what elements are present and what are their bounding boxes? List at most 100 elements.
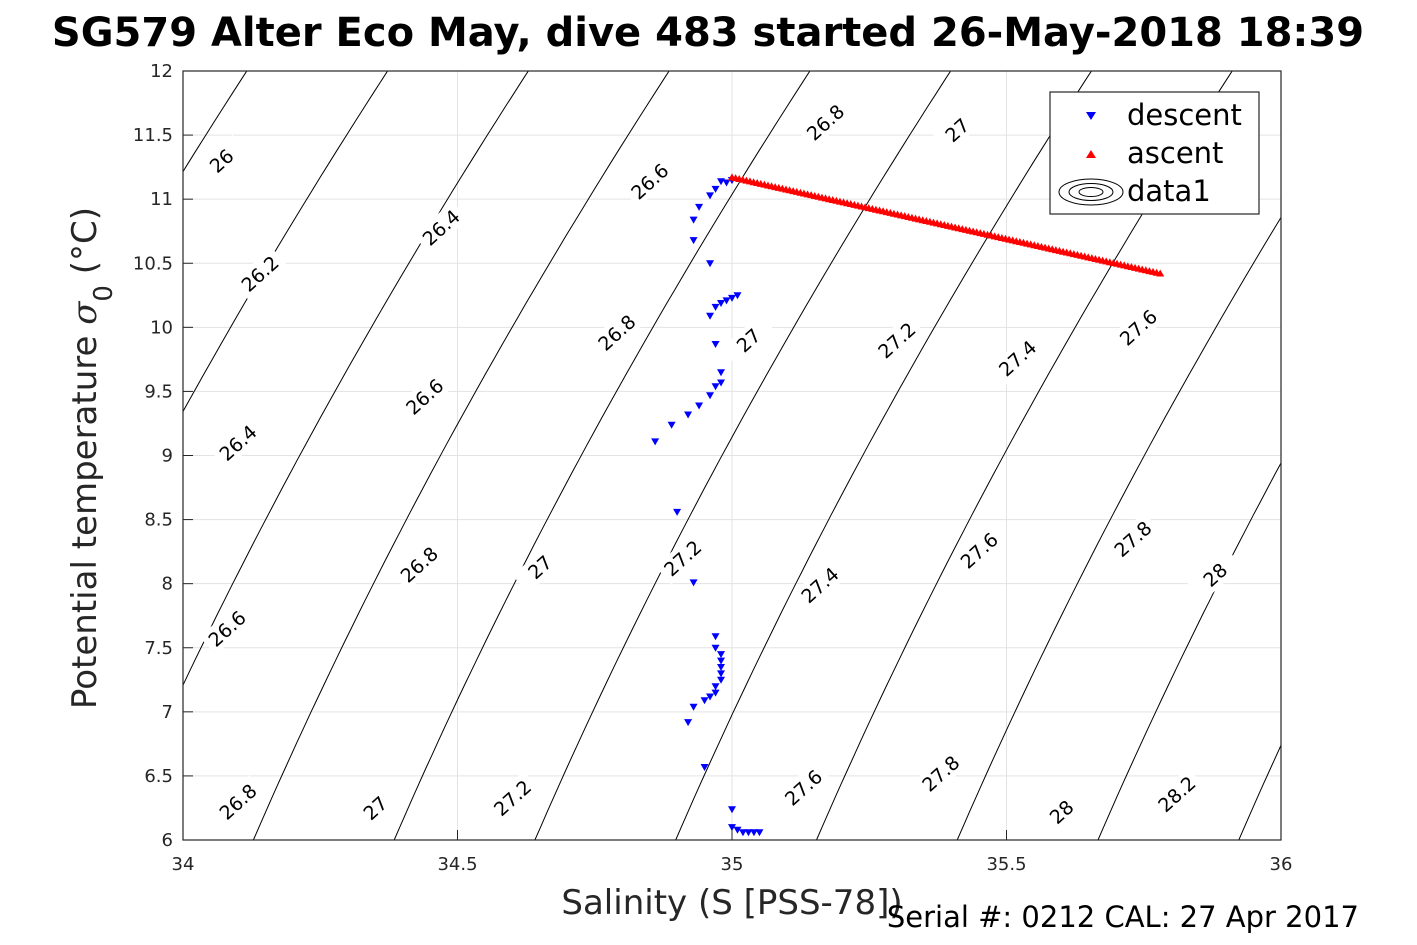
descent-point bbox=[711, 633, 720, 641]
y-tick-label: 6 bbox=[162, 830, 173, 851]
descent-point bbox=[700, 697, 709, 705]
legend-descent-label: descent bbox=[1127, 98, 1242, 132]
isopycnal-28 bbox=[956, 216, 1281, 840]
tick-marks bbox=[182, 70, 1282, 841]
contour-label-background bbox=[951, 524, 1007, 577]
contour-label-background bbox=[929, 103, 985, 157]
isopycnal-26.8 bbox=[183, 71, 529, 687]
descent-point bbox=[755, 829, 764, 837]
descent-point bbox=[717, 651, 726, 659]
descent-point bbox=[717, 657, 726, 665]
contour-label-background bbox=[792, 558, 848, 612]
contour-label-background bbox=[655, 531, 710, 585]
contour-label-background bbox=[869, 313, 925, 367]
descent-point bbox=[717, 670, 726, 678]
descent-point bbox=[695, 402, 704, 410]
descent-point bbox=[706, 693, 715, 701]
descent-point bbox=[651, 438, 660, 446]
descent-point bbox=[711, 303, 720, 311]
isopycnal-26.6 bbox=[183, 71, 389, 413]
descent-point bbox=[717, 663, 726, 671]
descent-point bbox=[684, 411, 693, 419]
descent-point bbox=[706, 312, 715, 320]
descent-point bbox=[728, 824, 736, 832]
descent-point bbox=[673, 508, 682, 516]
y-tick-label: 7 bbox=[162, 702, 173, 723]
y-tick-label: 6.5 bbox=[144, 766, 173, 787]
y-axis-label: Potential temperature σ0 (°C) bbox=[65, 207, 119, 709]
descent-point bbox=[717, 369, 726, 377]
descent-point bbox=[667, 421, 676, 429]
descent-point bbox=[711, 185, 720, 193]
y-tick-label: 10.5 bbox=[133, 253, 173, 274]
descent-point bbox=[695, 203, 704, 211]
legend: descent ascent data1 bbox=[1049, 91, 1260, 215]
contour-label-background bbox=[199, 602, 255, 655]
y-tick-label: 10 bbox=[150, 317, 173, 338]
descent-point bbox=[738, 829, 747, 837]
isopycnal-27.2 bbox=[393, 71, 811, 840]
legend-contour-marker bbox=[1058, 178, 1124, 206]
x-axis-label: Salinity (S [PSS-78]) bbox=[561, 883, 902, 923]
descent-point bbox=[717, 676, 726, 684]
descent-point bbox=[733, 826, 742, 834]
legend-box bbox=[1049, 91, 1260, 215]
y-tick-labels: 6 6.5 7 7.5 8 8.5 9 9.5 10 10.5 11 11.5 12 bbox=[133, 61, 173, 851]
ascent-point bbox=[1156, 269, 1165, 277]
descent-point bbox=[684, 719, 693, 727]
contour-label-background bbox=[990, 331, 1045, 385]
contour-label-background bbox=[485, 771, 540, 825]
x-tick-labels: 34 34.5 35 35.5 36 bbox=[172, 854, 1293, 875]
contour-label-background bbox=[391, 538, 447, 591]
contour-label-background bbox=[721, 313, 776, 367]
serial-calibration-note: Serial #: 0212 CAL: 27 Apr 2017 bbox=[887, 900, 1359, 934]
descent-point bbox=[728, 806, 736, 814]
grid-lines bbox=[182, 70, 1282, 841]
descent-point bbox=[717, 379, 726, 387]
descent-point bbox=[728, 294, 736, 302]
descent-point bbox=[711, 340, 720, 348]
descent-point bbox=[717, 178, 726, 186]
x-tick-label: 34 bbox=[172, 854, 195, 875]
descent-point bbox=[700, 763, 709, 771]
descent-point bbox=[717, 299, 726, 307]
contour-label-background bbox=[797, 95, 853, 149]
x-tick-label: 34.5 bbox=[437, 854, 477, 875]
ascent-series bbox=[728, 173, 1165, 277]
contour-label-background bbox=[194, 134, 249, 188]
descent-point bbox=[711, 383, 720, 391]
contour-label-background bbox=[1187, 548, 1243, 602]
descent-point bbox=[722, 179, 731, 187]
contour-label-background bbox=[913, 747, 968, 800]
y-tick-label: 7.5 bbox=[144, 638, 173, 659]
contour-label-background bbox=[210, 416, 266, 469]
y-tick-label: 11.5 bbox=[133, 125, 173, 146]
y-tick-label: 9 bbox=[162, 446, 173, 467]
contour-label-background bbox=[1149, 767, 1205, 821]
contour-label-background bbox=[1105, 512, 1161, 566]
isopycnal-27.4 bbox=[534, 71, 952, 840]
contour-label-background bbox=[622, 154, 678, 208]
descent-point bbox=[733, 292, 742, 300]
descent-point bbox=[706, 260, 715, 268]
contour-label-background bbox=[397, 370, 452, 423]
descent-point bbox=[711, 689, 720, 697]
descent-point bbox=[722, 297, 731, 305]
contour-label-background bbox=[210, 775, 266, 828]
legend-ascent-label: ascent bbox=[1127, 136, 1223, 170]
legend-ascent-marker bbox=[1086, 150, 1096, 158]
y-tick-label: 9.5 bbox=[144, 381, 173, 402]
y-tick-label: 8 bbox=[162, 574, 173, 595]
descent-point bbox=[689, 237, 698, 245]
contour-label-background bbox=[1110, 301, 1166, 354]
contour-label-background bbox=[589, 306, 645, 359]
y-axis-label-sigma: σ bbox=[65, 301, 105, 325]
isopycnal-26.4 bbox=[183, 71, 248, 173]
descent-point bbox=[689, 703, 698, 711]
y-tick-label: 8.5 bbox=[144, 510, 173, 531]
isopycnal-26 bbox=[0, 0, 16, 840]
chart-title: SG579 Alter Eco May, dive 483 started 26… bbox=[52, 10, 1364, 56]
contour-label-background bbox=[413, 201, 469, 254]
y-axis-label-subscript: 0 bbox=[89, 285, 119, 302]
